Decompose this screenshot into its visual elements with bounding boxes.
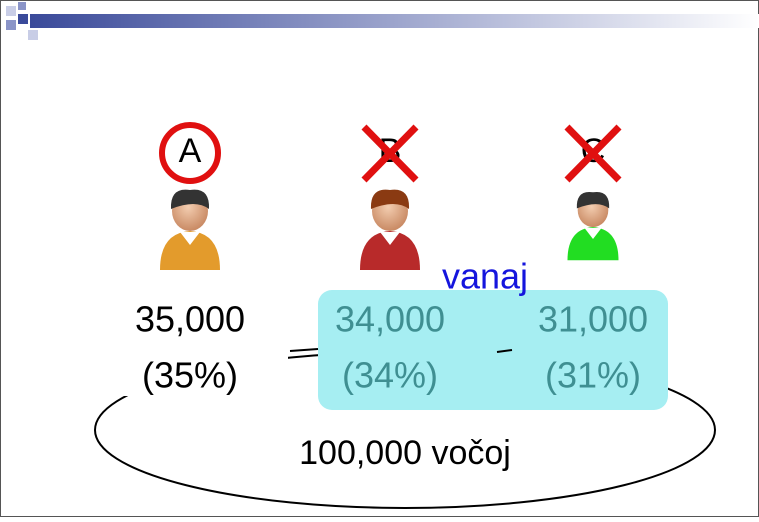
share: (34%): [342, 355, 438, 396]
votes: 34,000: [335, 299, 445, 340]
share: (31%): [545, 355, 641, 396]
total-label: 100,000 vočoj: [299, 434, 511, 472]
candidate-label: A: [179, 132, 202, 170]
group-label: vanaj: [442, 256, 528, 297]
slide: A35,000(35%)B34,000(34%)C31,000(31%) van…: [0, 0, 759, 517]
votes: 35,000: [135, 299, 245, 340]
votes: 31,000: [538, 299, 648, 340]
share: (35%): [142, 355, 238, 396]
